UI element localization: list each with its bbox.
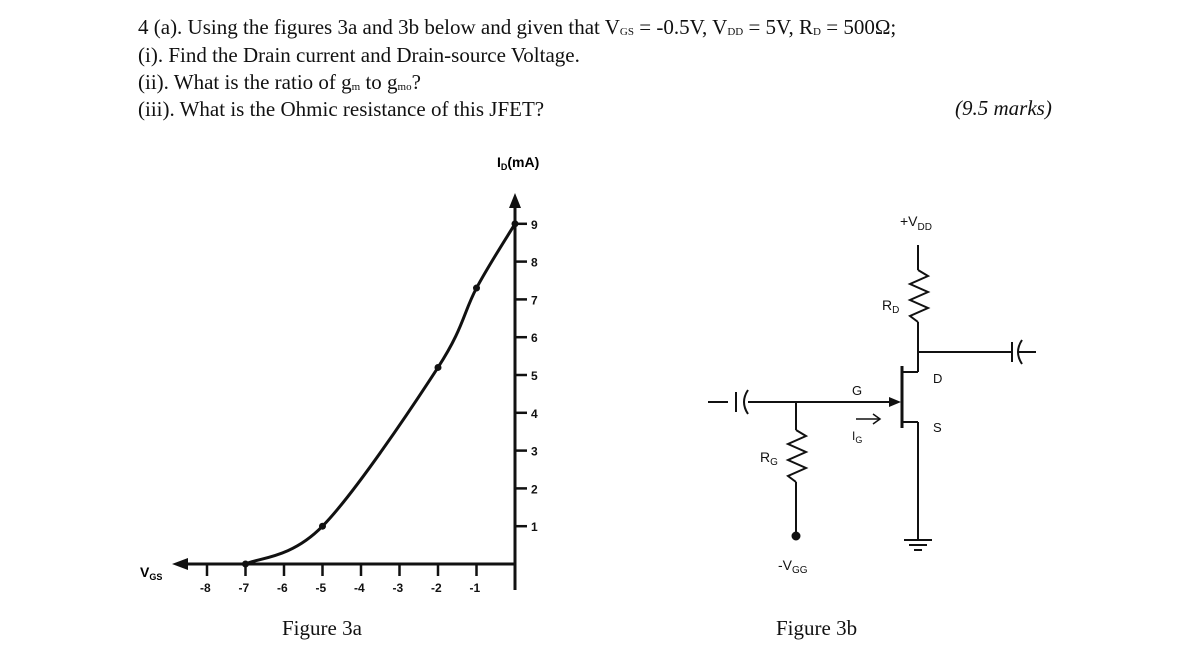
x-axis-arrow — [172, 558, 188, 570]
figure-3b-circuit: +VDD RD D S G IG RG — [708, 213, 1036, 576]
question-line-2: (i). Find the Drain current and Drain-so… — [138, 43, 580, 67]
curve-point — [511, 220, 519, 228]
vdd-label: +VDD — [900, 213, 932, 233]
gmo-subscript: mo — [397, 81, 412, 93]
y-tick-label: 3 — [531, 445, 538, 459]
gm-subscript: m — [351, 81, 361, 93]
ratio-mid: to g — [360, 70, 398, 94]
x-tick-label: -6 — [277, 581, 288, 595]
marks-label: (9.5 marks) — [955, 96, 1052, 120]
curve-points — [242, 220, 519, 568]
y-tick-label: 8 — [531, 256, 538, 270]
y-axis-label: ID(mA) — [497, 154, 539, 172]
y-tick-label: 9 — [531, 218, 538, 232]
y-tick-label: 5 — [531, 369, 538, 383]
question-line-1: 4 (a). Using the figures 3a and 3b below… — [138, 14, 896, 45]
ig-arrow-head — [872, 413, 882, 425]
transfer-characteristic-plot: -8 -7 -6 -5 -4 -3 -2 -1 1 2 3 4 5 6 7 8 9 ID(mA) VGS — [140, 154, 539, 595]
drain-label: D — [933, 371, 942, 386]
source-label: S — [933, 420, 942, 435]
ig-label: IG — [852, 429, 862, 445]
x-axis-label: VGS — [140, 564, 162, 582]
transfer-curve — [244, 223, 517, 566]
question-line-3: (ii). What is the ratio of gm to gmo? — [138, 69, 421, 100]
y-ticks: 1 2 3 4 5 6 7 8 9 — [515, 218, 538, 534]
rd-resistor — [907, 269, 931, 323]
rg-resistor — [785, 429, 809, 483]
x-tick-label: -3 — [393, 581, 404, 595]
x-tick-label: -7 — [239, 581, 250, 595]
x-tick-label: -1 — [470, 581, 481, 595]
curve-point — [319, 522, 326, 530]
x-tick-label: -5 — [316, 581, 327, 595]
y-tick-label: 1 — [531, 520, 538, 534]
x-tick-label: -4 — [354, 581, 365, 595]
x-ticks: -8 -7 -6 -5 -4 -3 -2 -1 — [200, 564, 480, 595]
y-tick-label: 7 — [531, 293, 538, 307]
vgg-label: -VGG — [778, 557, 808, 576]
x-tick-label: -2 — [431, 581, 442, 595]
ratio-lead: (ii). What is the ratio of g — [138, 70, 352, 94]
vgs-value: = -0.5V, V — [633, 15, 728, 39]
question-lead: 4 (a). Using the figures 3a and 3b below… — [138, 15, 620, 39]
vdd-value: = 5V, R — [743, 15, 814, 39]
y-tick-label: 4 — [531, 407, 538, 421]
y-axis-arrow — [509, 193, 521, 208]
rg-label: RG — [760, 449, 778, 468]
rd-label: RD — [882, 297, 899, 316]
curve-point — [242, 560, 249, 568]
gate-label: G — [852, 383, 862, 398]
question-line-4: (iii). What is the Ohmic resistance of t… — [138, 97, 545, 121]
figure-3a-caption: Figure 3a — [282, 616, 362, 640]
figure-3b-caption: Figure 3b — [776, 616, 858, 640]
curve-point — [434, 363, 442, 371]
input-capacitor-curve — [743, 389, 749, 415]
ratio-end: ? — [411, 70, 421, 94]
vgg-terminal — [791, 531, 801, 541]
x-tick-label: -8 — [200, 581, 211, 595]
y-tick-label: 2 — [531, 482, 538, 496]
curve-point — [473, 284, 480, 292]
gate-arrow — [889, 397, 901, 407]
vdd-subscript: DD — [727, 26, 744, 38]
rd-value: = 500Ω; — [820, 15, 897, 39]
y-tick-label: 6 — [531, 331, 538, 345]
rd-subscript: D — [813, 26, 821, 38]
vgs-subscript: GS — [619, 26, 634, 38]
